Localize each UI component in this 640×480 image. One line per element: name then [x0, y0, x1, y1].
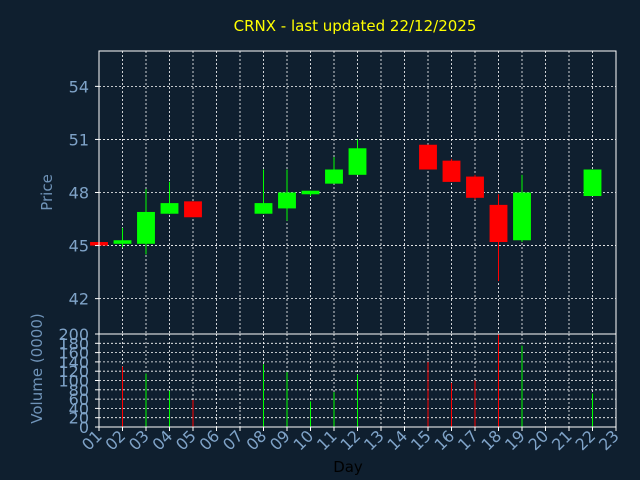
- candle-body: [419, 144, 437, 170]
- volume-y-tick-label: 140: [58, 353, 89, 372]
- candle-body: [489, 204, 508, 243]
- price-y-tick-labels: 42 45 48 51 54: [69, 77, 99, 309]
- price-y-tick-label: 48: [69, 184, 89, 203]
- candle-17: [466, 174, 484, 200]
- volume-y-tick-label: 0: [79, 418, 89, 437]
- candle-08: [254, 169, 273, 214]
- candle-body: [442, 160, 461, 182]
- candle-12: [348, 139, 367, 175]
- candle-body: [325, 169, 343, 184]
- candle-16: [442, 158, 461, 182]
- price-candles: [90, 139, 602, 281]
- volume-y-tick-label: 200: [58, 325, 89, 344]
- volume-y-tick-label: 40: [69, 399, 89, 418]
- candle-09: [278, 169, 296, 221]
- volume-y-tick-label: 100: [58, 372, 89, 391]
- candle-22: [583, 169, 602, 197]
- candle-18: [489, 194, 508, 281]
- candle-body: [301, 190, 320, 195]
- candle-body: [466, 176, 484, 198]
- candle-body: [113, 240, 132, 244]
- candle-02: [113, 227, 132, 248]
- candle-body: [160, 203, 179, 214]
- candle-body: [254, 203, 273, 214]
- candle-body: [137, 211, 155, 244]
- candle-05: [184, 201, 202, 218]
- candle-04: [160, 181, 179, 214]
- candle-body: [583, 169, 602, 197]
- price-axis-label: Price: [38, 174, 56, 211]
- candle-03: [137, 188, 155, 255]
- candle-19: [513, 174, 531, 243]
- candle-body: [184, 201, 202, 218]
- candle-11: [325, 157, 343, 184]
- x-axis-label: Day: [333, 458, 363, 476]
- volume-y-tick-label: 180: [58, 334, 89, 353]
- volume-axis-label: Volume (0000): [28, 313, 46, 423]
- candle-15: [419, 144, 437, 170]
- volume-y-tick-label: 80: [69, 381, 89, 400]
- volume-bars: [122, 334, 593, 427]
- candle-body: [348, 148, 367, 175]
- price-y-tick-label: 54: [69, 77, 89, 96]
- price-y-tick-label: 45: [69, 237, 89, 256]
- volume-y-tick-label: 60: [69, 390, 89, 409]
- candle-body: [513, 192, 531, 241]
- chart-title: CRNX - last updated 22/12/2025: [234, 17, 477, 35]
- volume-y-tick-label: 160: [58, 344, 89, 363]
- candle-body: [278, 192, 296, 209]
- price-y-tick-label: 51: [69, 130, 89, 149]
- candle-10: [301, 190, 320, 197]
- volume-y-tick-label: 120: [58, 362, 89, 381]
- x-tick-labels: 0102030405060708091011121314151617181920…: [78, 426, 623, 454]
- price-y-tick-label: 42: [69, 290, 89, 309]
- volume-y-tick-label: 20: [69, 409, 89, 428]
